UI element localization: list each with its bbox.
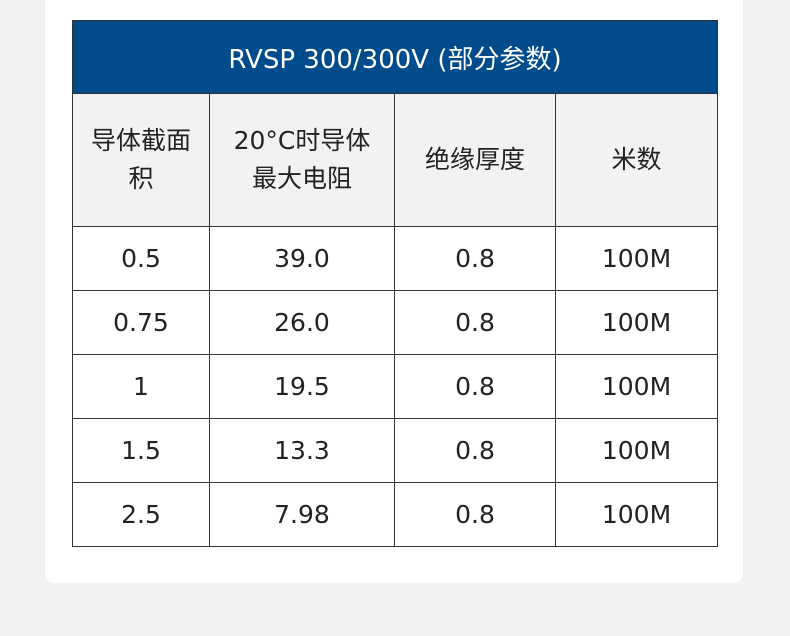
table-row: 0.75 26.0 0.8 100M [72,290,719,355]
cell-cross-section: 1.5 [72,418,210,483]
table-row: 0.5 39.0 0.8 100M [72,226,719,291]
cell-length: 100M [554,482,719,547]
cell-length: 100M [554,418,719,483]
table-title: RVSP 300/300V (部分参数) [71,20,719,94]
table-row: 1 19.5 0.8 100M [72,354,719,419]
cell-insulation: 0.8 [394,226,556,291]
header-max-resistance: 20°C时导体 最大电阻 [209,93,395,227]
cell-resistance: 13.3 [209,418,395,483]
cell-cross-section: 1 [72,354,210,419]
cell-cross-section: 2.5 [72,482,210,547]
header-length: 米数 [554,93,719,227]
cell-resistance: 39.0 [209,226,395,291]
cell-cross-section: 0.5 [72,226,210,291]
cell-cross-section: 0.75 [72,290,210,355]
cell-resistance: 19.5 [209,354,395,419]
header-insulation-thickness: 绝缘厚度 [394,93,556,227]
cell-length: 100M [554,354,719,419]
table-row: 2.5 7.98 0.8 100M [72,482,719,547]
cell-resistance: 7.98 [209,482,395,547]
cell-insulation: 0.8 [394,354,556,419]
header-cross-section: 导体截面 积 [72,93,210,227]
table-row: 1.5 13.3 0.8 100M [72,418,719,483]
cell-insulation: 0.8 [394,418,556,483]
cell-length: 100M [554,226,719,291]
header-row: 导体截面 积 20°C时导体 最大电阻 绝缘厚度 米数 [72,93,719,227]
cell-resistance: 26.0 [209,290,395,355]
cell-insulation: 0.8 [394,482,556,547]
cell-insulation: 0.8 [394,290,556,355]
cell-length: 100M [554,290,719,355]
spec-table: RVSP 300/300V (部分参数) 导体截面 积 20°C时导体 最大电阻… [71,20,719,547]
